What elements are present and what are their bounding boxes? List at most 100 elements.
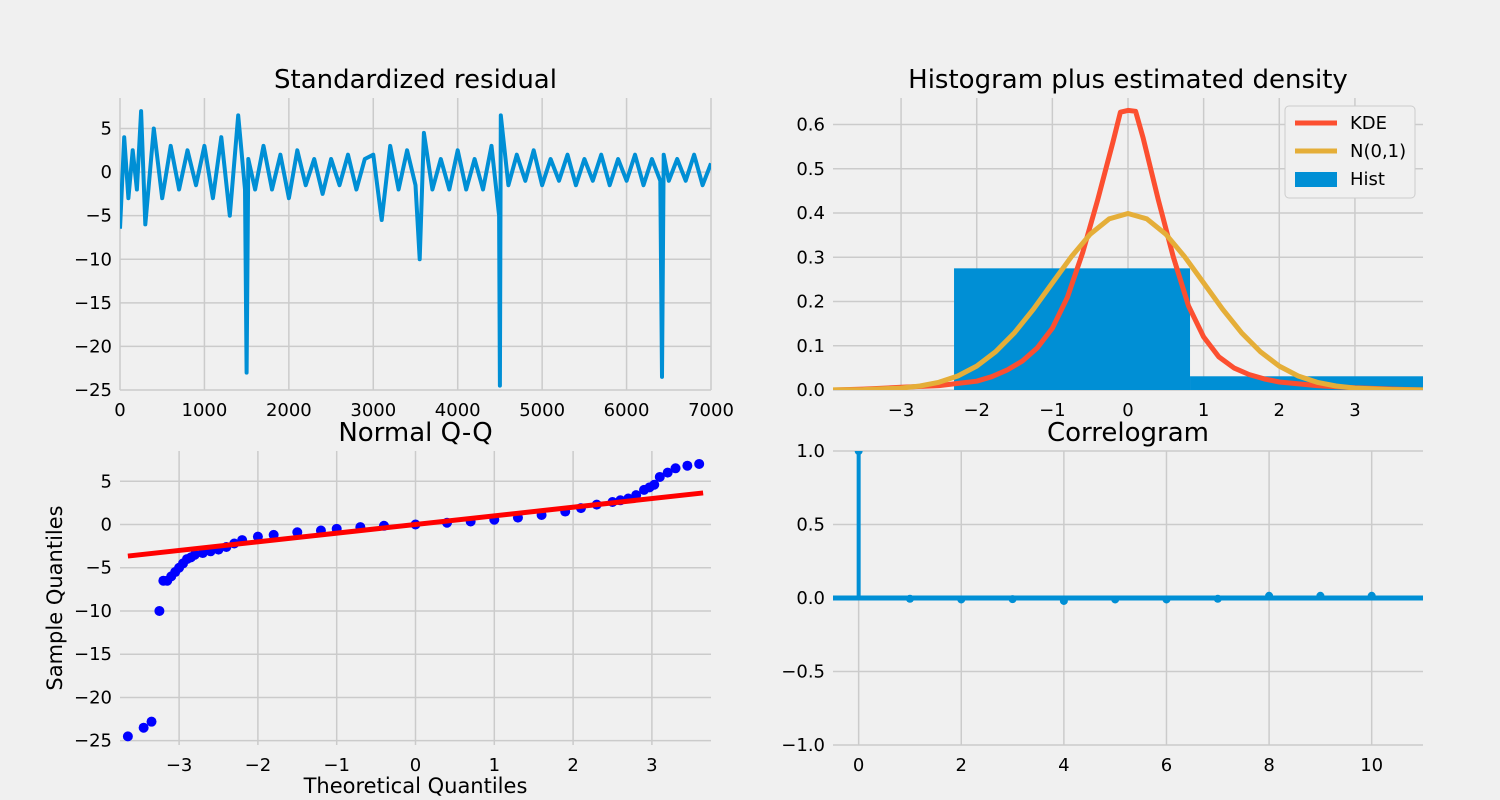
y-tick-label: 0.5 (796, 515, 825, 536)
qq-point (682, 460, 693, 471)
acf-marker (854, 451, 863, 455)
x-tick-label: 2 (1274, 400, 1285, 421)
qq-point (662, 467, 673, 478)
subplot-2: Histogram plus estimated density −3 −2 −1 0 1… (796, 65, 1423, 421)
qq-point (649, 479, 660, 490)
qq-point (138, 722, 149, 733)
subplot-title: Standardized residual (274, 65, 557, 95)
y-tick-label: −15 (74, 293, 112, 314)
qq-point (146, 716, 157, 727)
legend-swatch (1295, 172, 1337, 187)
x-tick-label: 10 (1360, 755, 1383, 776)
x-tick-label: 4000 (435, 400, 481, 421)
plot-area (833, 451, 1423, 605)
acf-marker (1008, 595, 1017, 604)
subplot-title: Normal Q-Q (338, 418, 492, 448)
plot-area (120, 109, 711, 388)
residual-line (120, 109, 711, 388)
x-tick-label: 3000 (350, 400, 396, 421)
y-tick-label: 0 (101, 162, 112, 183)
acf-marker (1316, 591, 1325, 600)
legend: KDE N(0,1) Hist (1284, 105, 1416, 199)
acf-marker (1162, 595, 1171, 604)
plot-area (833, 107, 1423, 390)
acf-marker (957, 595, 966, 604)
y-tick-label: 0.2 (796, 292, 825, 313)
x-tick-label: −2 (963, 400, 990, 421)
y-tick-label: 5 (101, 471, 112, 492)
x-axis-label: Theoretical Quantiles (303, 774, 528, 798)
x-tick-label: 0 (853, 755, 864, 776)
y-tick-label: −20 (74, 336, 112, 357)
y-tick-label: 1.0 (796, 441, 825, 462)
qq-point (154, 605, 165, 616)
acf-marker (1367, 591, 1376, 600)
kde-density-line (833, 107, 1423, 390)
y-tick-label: −25 (74, 731, 112, 752)
y-tick-label: −1.0 (781, 735, 825, 756)
x-tick-label: 2 (567, 755, 578, 776)
y-tick-label: 0.1 (796, 336, 825, 357)
y-tick-label: −10 (74, 601, 112, 622)
y-tick-label: 0.5 (796, 159, 825, 180)
y-tick-label: −15 (74, 644, 112, 665)
y-tick-label: 0.3 (796, 247, 825, 268)
qq-reference-line (127, 490, 704, 559)
x-tick-label: 6000 (604, 400, 650, 421)
acf-marker (905, 594, 914, 603)
subplot-3: Normal Q-Q−3 −2 −1 0 1 2 350−5−10−15−20−25Theo… (43, 418, 711, 798)
x-tick-label: 2 (956, 755, 967, 776)
qq-point (670, 463, 681, 474)
qq-point (654, 471, 665, 482)
x-tick-label: 1000 (182, 400, 228, 421)
y-tick-label: −20 (74, 687, 112, 708)
x-tick-label: 3 (1349, 400, 1360, 421)
qq-point (694, 458, 705, 469)
x-tick-label: 5000 (519, 400, 565, 421)
y-axis-label: Sample Quantiles (43, 505, 67, 690)
x-tick-label: 1 (489, 755, 500, 776)
y-tick-label: 0.0 (796, 380, 825, 401)
subplot-title: Correlogram (1047, 418, 1209, 448)
y-tick-label: −0.5 (781, 662, 825, 683)
y-tick-label: 0.0 (796, 588, 825, 609)
x-tick-label: 7000 (688, 400, 734, 421)
y-tick-label: 5 (101, 119, 112, 140)
x-tick-label: −1 (1039, 400, 1066, 421)
y-tick-label: 0.6 (796, 115, 825, 136)
x-tick-label: 2000 (266, 400, 312, 421)
y-tick-label: −25 (74, 380, 112, 401)
subplot-4: Correlogram 0 2 4 6 8 10 1.0 0.5 0.0 −0.5 −1.0 (781, 418, 1423, 776)
x-tick-label: 4 (1058, 755, 1069, 776)
subplot-title: Histogram plus estimated density (908, 65, 1348, 95)
acf-marker (1059, 596, 1068, 605)
normal-density-line (833, 211, 1423, 390)
acf-marker (1111, 595, 1120, 604)
x-tick-label: −3 (888, 400, 915, 421)
x-tick-label: 3 (646, 755, 657, 776)
y-tick-label: 0 (101, 515, 112, 536)
legend-label: N(0,1) (1350, 141, 1406, 162)
x-tick-label: −3 (166, 755, 193, 776)
x-tick-label: 0 (410, 755, 421, 776)
acf-marker (1265, 591, 1274, 600)
y-tick-label: −5 (85, 206, 112, 227)
legend-label: KDE (1350, 113, 1387, 134)
y-tick-label: 0.4 (796, 203, 825, 224)
qq-point (189, 549, 200, 560)
x-tick-label: 0 (1122, 400, 1133, 421)
acf-marker (1213, 594, 1222, 603)
x-tick-label: −1 (323, 755, 350, 776)
y-tick-label: −10 (74, 249, 112, 270)
x-tick-label: 1 (1198, 400, 1209, 421)
qq-point (122, 731, 133, 742)
x-tick-label: −2 (245, 755, 272, 776)
plot-area (122, 458, 705, 742)
legend-label: Hist (1350, 169, 1385, 190)
x-tick-label: 0 (114, 400, 125, 421)
y-tick-label: −5 (85, 558, 112, 579)
x-tick-label: 8 (1263, 755, 1274, 776)
x-tick-label: 6 (1161, 755, 1172, 776)
